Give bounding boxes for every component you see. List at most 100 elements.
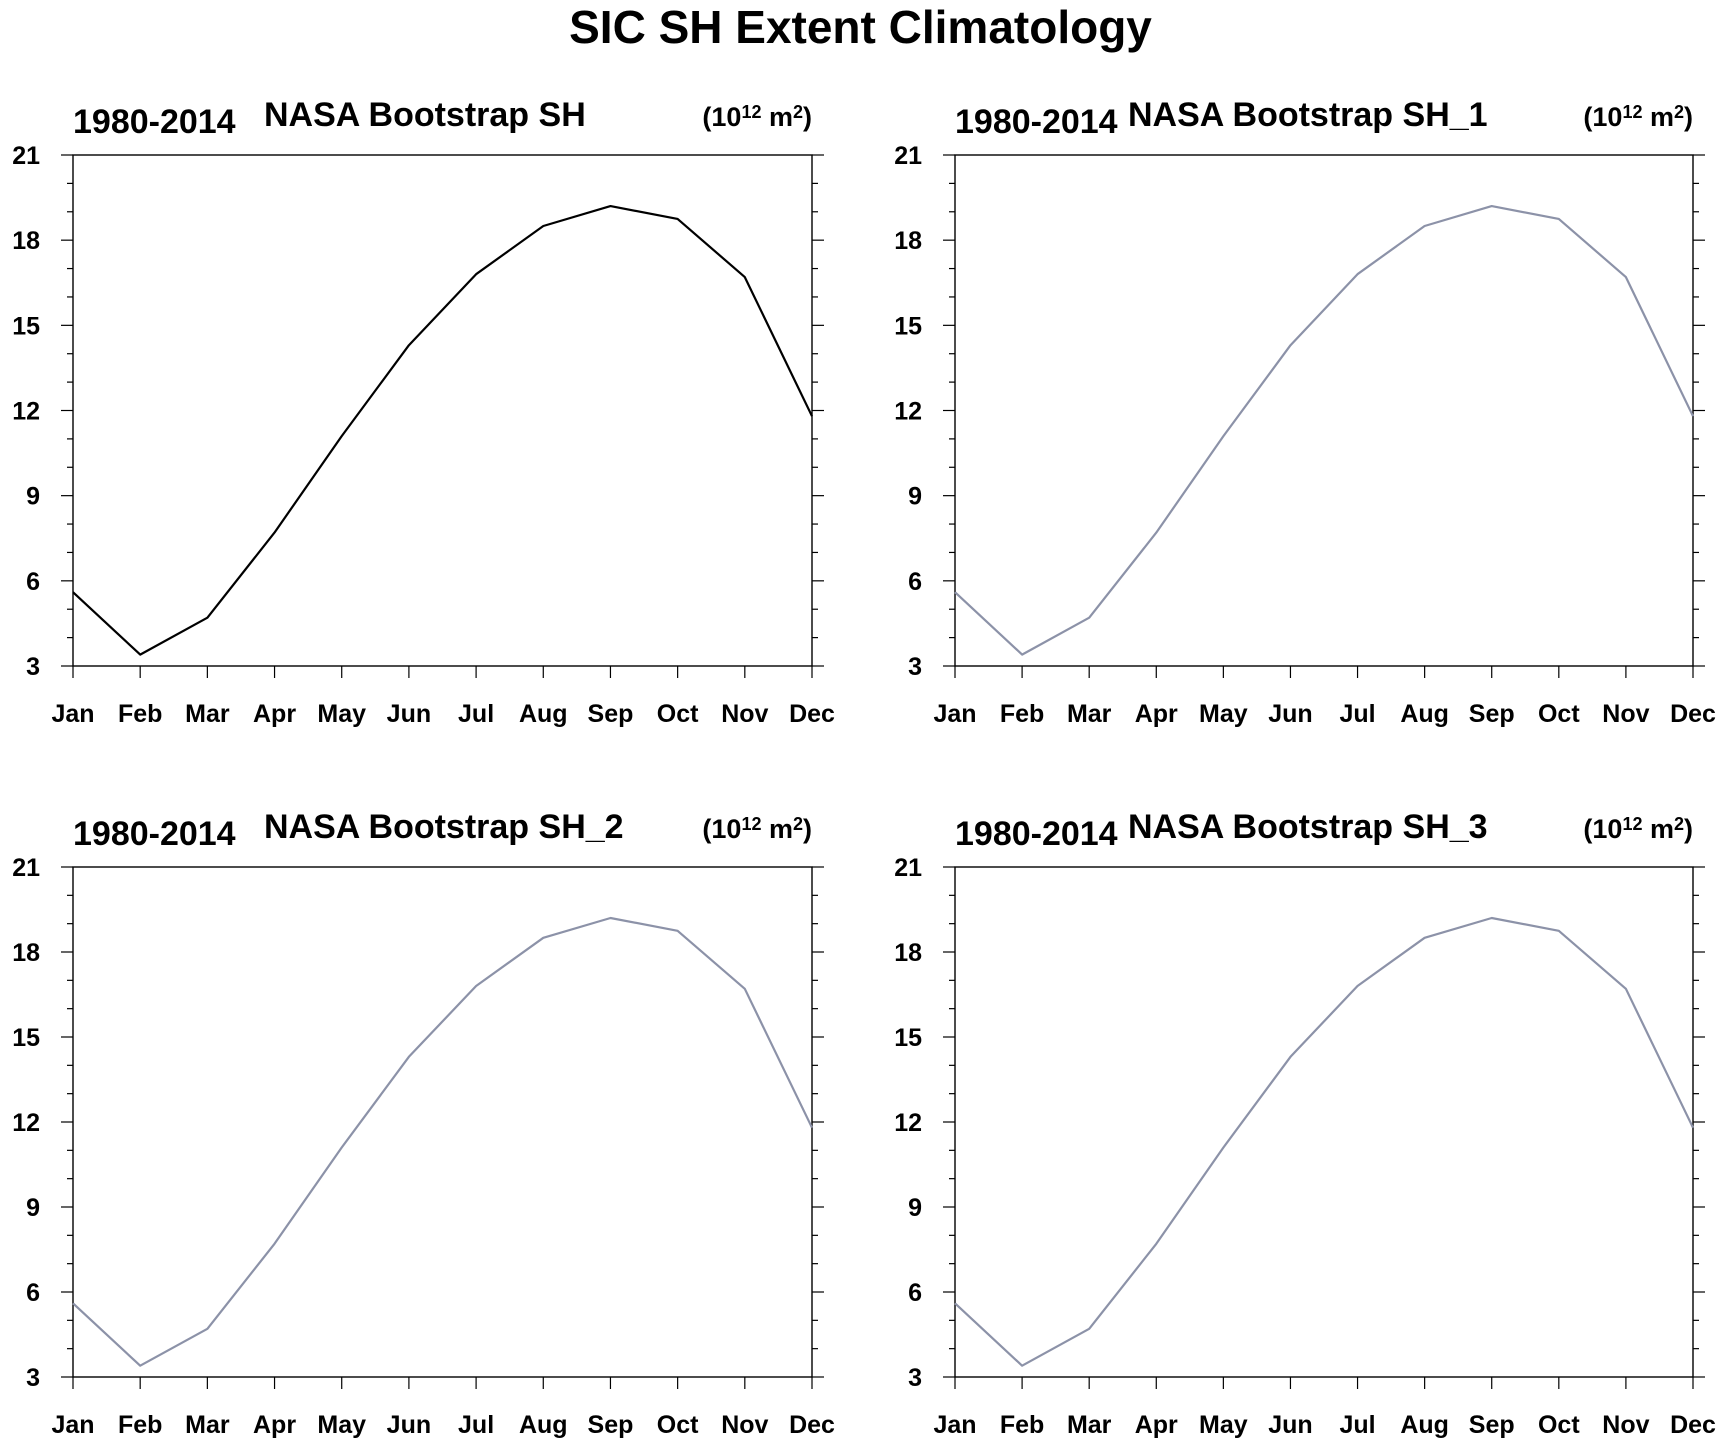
x-tick-label: Oct xyxy=(1538,1411,1580,1439)
units-superscript: 2 xyxy=(793,814,803,834)
x-tick-label: May xyxy=(317,700,366,728)
x-tick-label: Feb xyxy=(118,700,162,728)
series-line xyxy=(72,916,813,1367)
x-tick-label: Jul xyxy=(1339,700,1375,728)
x-tick-label: Apr xyxy=(1135,1411,1178,1439)
units-superscript: 2 xyxy=(1674,814,1684,834)
units-text: ) xyxy=(803,102,812,132)
y-tick-label: 18 xyxy=(894,227,922,255)
x-tick-label: Jan xyxy=(51,700,94,728)
x-tick-label: Mar xyxy=(185,700,230,728)
y-tick-label: 9 xyxy=(908,483,922,511)
x-tick-label: Sep xyxy=(588,700,634,728)
panel-center-label: NASA Bootstrap SH_3 xyxy=(1128,808,1488,846)
y-tick-label: 6 xyxy=(908,568,922,596)
x-tick-label: Sep xyxy=(1469,1411,1515,1439)
y-tick-label: 3 xyxy=(908,1364,922,1392)
y-tick-label: 3 xyxy=(908,653,922,681)
x-tick-label: Apr xyxy=(1135,700,1178,728)
x-tick-label: Aug xyxy=(1400,700,1449,728)
y-tick-label: 9 xyxy=(26,1194,40,1222)
x-tick-label: Mar xyxy=(1067,700,1112,728)
series-line xyxy=(954,916,1694,1367)
y-tick-label: 9 xyxy=(908,1194,922,1222)
x-tick-label: Dec xyxy=(789,1411,835,1439)
x-tick-label: Feb xyxy=(1000,1411,1044,1439)
x-tick-label: Dec xyxy=(1670,700,1716,728)
figure-title: SIC SH Extent Climatology xyxy=(569,1,1152,53)
x-tick-label: Apr xyxy=(253,700,296,728)
panel-units-label: (1012 m2) xyxy=(702,814,812,844)
x-tick-label: Jul xyxy=(458,700,494,728)
y-tick-label: 6 xyxy=(908,1279,922,1307)
plot-frame xyxy=(72,866,813,1378)
units-text: ) xyxy=(1684,814,1693,844)
x-tick-label: Jul xyxy=(1339,1411,1375,1439)
x-tick-label: Jan xyxy=(933,1411,976,1439)
units-text: ) xyxy=(1684,102,1693,132)
x-tick-label: Nov xyxy=(721,700,768,728)
y-tick-label: 21 xyxy=(12,854,40,882)
x-tick-label: Jan xyxy=(933,700,976,728)
panel-left-label: 1980-2014 xyxy=(955,815,1118,853)
x-tick-label: Apr xyxy=(253,1411,296,1439)
chart-panel-1: 3 6 9 12 15 18 21 Jan Feb Mar Apr May Jun Jul Aug Sep Oc… xyxy=(12,96,835,728)
units-text: m xyxy=(1642,102,1674,132)
x-tick-label: Nov xyxy=(1602,1411,1649,1439)
panel-left-label: 1980-2014 xyxy=(955,103,1118,141)
series-line xyxy=(72,205,813,656)
x-tick-label: Mar xyxy=(185,1411,230,1439)
plot-frame xyxy=(954,866,1694,1378)
x-tick-label: Jun xyxy=(1268,1411,1312,1439)
x-tick-label: May xyxy=(1199,700,1248,728)
x-tick-label: Jul xyxy=(458,1411,494,1439)
x-tick-label: Jun xyxy=(387,1411,431,1439)
chart-panel-3: 3 6 9 12 15 18 21 Jan Feb Mar Apr May Jun Jul Aug Sep Oc… xyxy=(12,808,835,1439)
x-tick-label: May xyxy=(1199,1411,1248,1439)
y-tick-label: 15 xyxy=(894,312,922,340)
x-tick-label: Jun xyxy=(387,700,431,728)
y-tick-label: 6 xyxy=(26,568,40,596)
x-tick-label: Oct xyxy=(1538,700,1580,728)
x-tick-label: Aug xyxy=(519,1411,568,1439)
units-text: ) xyxy=(803,814,812,844)
y-tick-label: 12 xyxy=(894,398,922,426)
panel-units-label: (1012 m2) xyxy=(1583,814,1693,844)
x-tick-label: Aug xyxy=(519,700,568,728)
y-tick-label: 9 xyxy=(26,483,40,511)
panel-center-label: NASA Bootstrap SH xyxy=(264,96,586,134)
x-tick-label: Dec xyxy=(1670,1411,1716,1439)
panel-left-label: 1980-2014 xyxy=(73,815,236,853)
y-tick-label: 15 xyxy=(12,312,40,340)
units-superscript: 12 xyxy=(741,814,761,834)
units-superscript: 2 xyxy=(1674,102,1684,122)
y-tick-label: 15 xyxy=(12,1024,40,1052)
x-tick-label: Jun xyxy=(1268,700,1312,728)
y-tick-label: 12 xyxy=(894,1109,922,1137)
units-text: m xyxy=(1642,814,1674,844)
plot-frame xyxy=(72,154,813,667)
units-text: (10 xyxy=(702,102,741,132)
y-tick-label: 18 xyxy=(894,939,922,967)
panel-units-label: (1012 m2) xyxy=(1583,102,1693,132)
chart-panel-4: 3 6 9 12 15 18 21 Jan Feb Mar Apr May Jun Jul Aug Sep Oc… xyxy=(894,808,1716,1439)
x-tick-label: Feb xyxy=(118,1411,162,1439)
units-superscript: 12 xyxy=(1622,814,1642,834)
x-tick-label: Nov xyxy=(721,1411,768,1439)
y-tick-label: 21 xyxy=(894,854,922,882)
x-tick-label: Feb xyxy=(1000,700,1044,728)
panel-units-label: (1012 m2) xyxy=(702,102,812,132)
y-tick-label: 21 xyxy=(12,142,40,170)
y-tick-label: 3 xyxy=(26,1364,40,1392)
units-text: m xyxy=(761,102,793,132)
x-tick-label: Sep xyxy=(588,1411,634,1439)
plot-frame xyxy=(954,154,1694,667)
x-tick-label: Aug xyxy=(1400,1411,1449,1439)
x-tick-label: Oct xyxy=(657,700,699,728)
units-text: m xyxy=(761,814,793,844)
units-text: (10 xyxy=(702,814,741,844)
x-tick-label: Oct xyxy=(657,1411,699,1439)
units-superscript: 12 xyxy=(741,102,761,122)
series-line xyxy=(954,205,1694,656)
